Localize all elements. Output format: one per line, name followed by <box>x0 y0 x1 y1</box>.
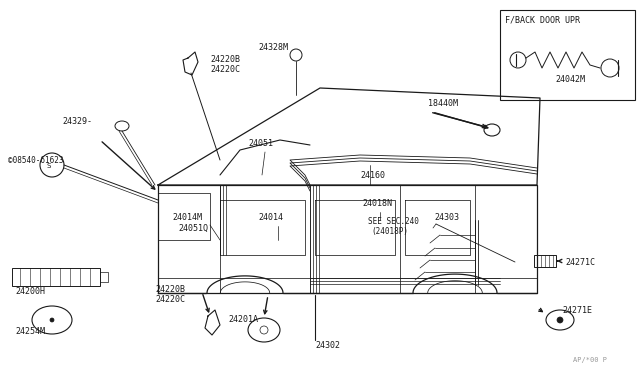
Text: 24014M: 24014M <box>172 213 202 222</box>
Text: 24302: 24302 <box>315 341 340 350</box>
Text: 24014: 24014 <box>258 213 283 222</box>
Text: S: S <box>47 163 51 169</box>
Circle shape <box>601 59 619 77</box>
Text: ©08540-61623: ©08540-61623 <box>8 156 63 165</box>
Circle shape <box>510 52 526 68</box>
Circle shape <box>50 318 54 322</box>
Text: 24160: 24160 <box>360 171 385 180</box>
Bar <box>12 268 100 286</box>
Ellipse shape <box>32 306 72 334</box>
Circle shape <box>40 153 64 177</box>
Text: 24220B: 24220B <box>155 285 185 294</box>
Circle shape <box>260 326 268 334</box>
Text: 24271C: 24271C <box>565 258 595 267</box>
Ellipse shape <box>248 318 280 342</box>
Text: 24220C: 24220C <box>210 65 240 74</box>
Text: SEE SEC.240: SEE SEC.240 <box>368 217 419 226</box>
Text: 24042M: 24042M <box>555 75 585 84</box>
Text: 24018N: 24018N <box>362 199 392 208</box>
Text: 18440M: 18440M <box>428 99 458 108</box>
Text: 24051: 24051 <box>248 139 273 148</box>
Text: 24201A: 24201A <box>228 315 258 324</box>
Text: 24329-: 24329- <box>62 117 92 126</box>
Circle shape <box>557 317 563 323</box>
Text: AP/*00 P: AP/*00 P <box>573 357 607 363</box>
Text: 24220C: 24220C <box>155 295 185 304</box>
Ellipse shape <box>115 121 129 131</box>
Text: 24254M: 24254M <box>15 327 45 336</box>
Ellipse shape <box>546 310 574 330</box>
Ellipse shape <box>484 124 500 136</box>
Text: 24328M: 24328M <box>258 43 288 52</box>
Circle shape <box>290 49 302 61</box>
Text: 24051Q: 24051Q <box>178 224 208 233</box>
Text: 24220B: 24220B <box>210 55 240 64</box>
Text: F/BACK DOOR UPR: F/BACK DOOR UPR <box>505 15 580 24</box>
Text: 24200H: 24200H <box>15 287 45 296</box>
Bar <box>500 10 635 100</box>
Text: (24018P): (24018P) <box>371 227 408 236</box>
Text: 24271E: 24271E <box>562 306 592 315</box>
Bar <box>534 255 556 267</box>
Text: 24303: 24303 <box>434 213 459 222</box>
